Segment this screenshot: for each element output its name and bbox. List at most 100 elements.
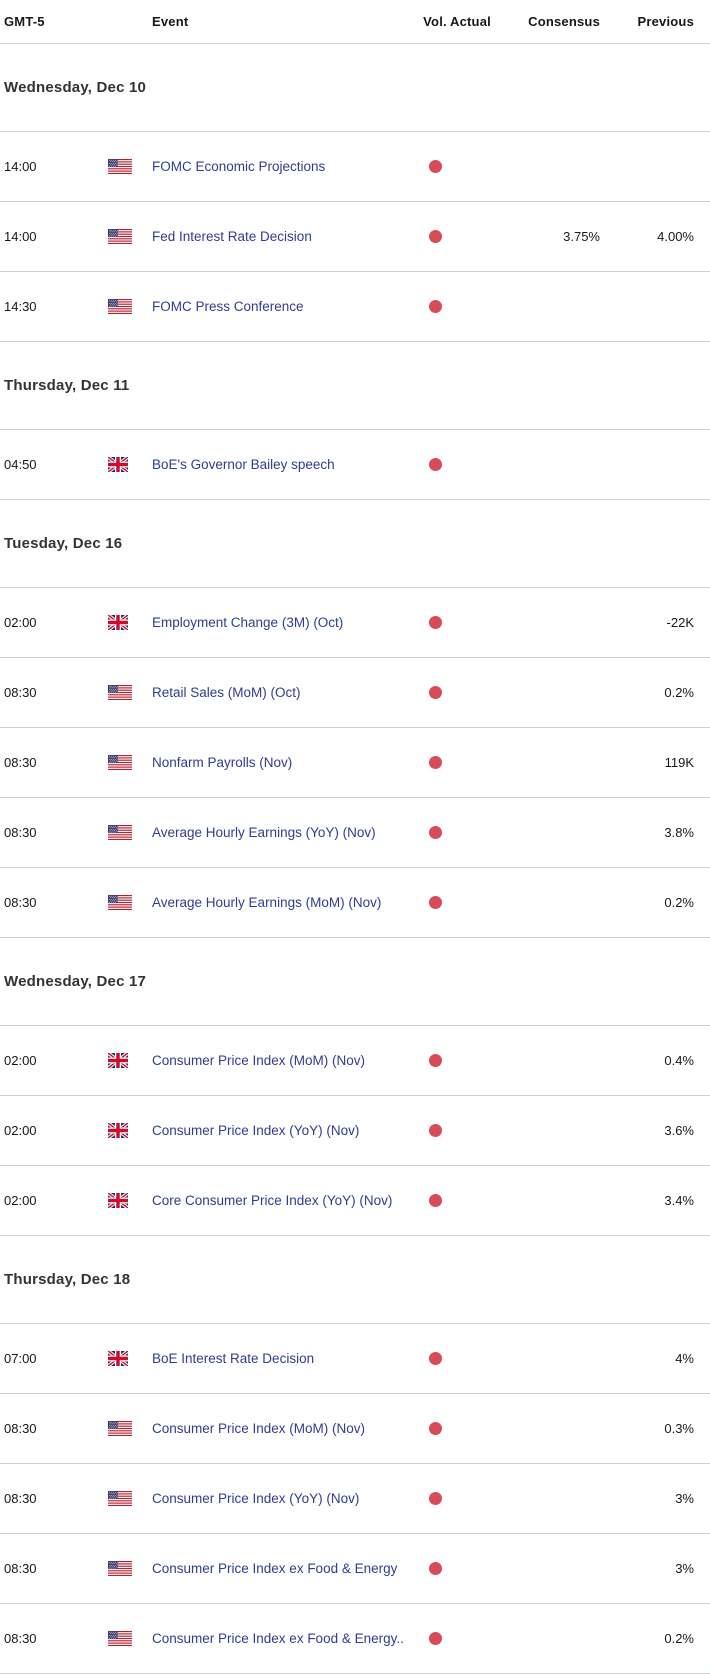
us-flag-icon [108,755,132,770]
event-link[interactable]: Consumer Price Index (YoY) (Nov) [152,1123,360,1138]
event-link[interactable]: Employment Change (3M) (Oct) [152,615,344,630]
event-link[interactable]: FOMC Press Conference [152,299,304,314]
event-cell: Consumer Price Index (MoM) (Nov) [152,1421,420,1436]
previous-value: 3.6% [664,1123,694,1138]
event-link[interactable]: BoE Interest Rate Decision [152,1351,315,1366]
day-header-label: Tuesday, Dec 16 [4,535,123,552]
event-link[interactable]: Average Hourly Earnings (MoM) (Nov) [152,895,382,910]
event-row[interactable]: 07:00 BoE Interest Rate Decision 4% [0,1324,710,1394]
event-link[interactable]: Core Consumer Price Index (YoY) (Nov) [152,1193,393,1208]
column-header-previous: Previous [637,14,694,29]
event-row[interactable]: 14:30 FOMC Press Conference [0,272,710,342]
high-volatility-icon [428,458,442,471]
consensus-value: 3.75% [563,229,600,244]
event-row[interactable]: 08:30 Retail Sales (MoM) (Oct) 0.2% [0,658,710,728]
event-link[interactable]: Consumer Price Index ex Food & Energy.. [152,1631,404,1646]
calendar-body: Wednesday, Dec 10 14:00 FOMC Economic Pr… [0,44,710,1674]
gb-flag-icon [108,457,128,472]
flag-cell [108,685,152,700]
event-row[interactable]: 04:50 BoE's Governor Bailey speech [0,430,710,500]
high-volatility-icon [428,1352,442,1365]
us-flag-icon [108,1561,132,1576]
event-link[interactable]: Consumer Price Index (YoY) (Nov) [152,1491,360,1506]
event-row[interactable]: 08:30 Consumer Price Index ex Food & Ene… [0,1604,710,1674]
high-volatility-icon [428,756,442,769]
event-time: 08:30 [4,685,37,700]
day-header-label: Wednesday, Dec 10 [4,79,147,96]
vol-cell [420,160,450,173]
high-volatility-icon [428,1124,442,1137]
day-header: Thursday, Dec 11 [0,342,710,430]
event-link[interactable]: Consumer Price Index (MoM) (Nov) [152,1421,366,1436]
vol-cell [420,1422,450,1435]
event-link[interactable]: Consumer Price Index ex Food & Energy [152,1561,398,1576]
day-header: Wednesday, Dec 17 [0,938,710,1026]
event-time: 08:30 [4,825,37,840]
previous-value: 0.2% [664,895,694,910]
event-link[interactable]: Nonfarm Payrolls (Nov) [152,755,293,770]
column-header-actual: Actual [450,14,491,29]
high-volatility-icon [428,1054,442,1067]
event-row[interactable]: 14:00 Fed Interest Rate Decision 3.75% 4… [0,202,710,272]
us-flag-icon [108,1491,132,1506]
event-time: 02:00 [4,615,37,630]
day-section: Wednesday, Dec 10 14:00 FOMC Economic Pr… [0,44,710,342]
event-row[interactable]: 08:30 Nonfarm Payrolls (Nov) 119K [0,728,710,798]
flag-cell [108,1351,152,1366]
vol-cell [420,1194,450,1207]
event-cell: Average Hourly Earnings (YoY) (Nov) [152,825,420,840]
event-row[interactable]: 14:00 FOMC Economic Projections [0,132,710,202]
high-volatility-icon [428,896,442,909]
event-cell: Average Hourly Earnings (MoM) (Nov) [152,895,420,910]
event-link[interactable]: Retail Sales (MoM) (Oct) [152,685,301,700]
event-time: 08:30 [4,1561,37,1576]
event-row[interactable]: 08:30 Consumer Price Index (MoM) (Nov) 0… [0,1394,710,1464]
event-time: 08:30 [4,895,37,910]
us-flag-icon [108,229,132,244]
day-section: Thursday, Dec 18 07:00 BoE Interest Rate… [0,1236,710,1674]
event-row[interactable]: 02:00 Consumer Price Index (YoY) (Nov) 3… [0,1096,710,1166]
previous-value: 0.4% [664,1053,694,1068]
event-row[interactable]: 08:30 Consumer Price Index (YoY) (Nov) 3… [0,1464,710,1534]
high-volatility-icon [428,1194,442,1207]
high-volatility-icon [428,230,442,243]
column-header-row: GMT-5 Event Vol. Actual Consensus Previo… [0,0,710,44]
flag-cell [108,895,152,910]
event-time: 02:00 [4,1193,37,1208]
vol-cell [420,300,450,313]
high-volatility-icon [428,826,442,839]
vol-cell [420,616,450,629]
event-cell: Fed Interest Rate Decision [152,229,420,244]
vol-cell [420,826,450,839]
column-header-event: Event [152,14,189,29]
high-volatility-icon [428,300,442,313]
event-link[interactable]: BoE's Governor Bailey speech [152,457,335,472]
us-flag-icon [108,1421,132,1436]
event-row[interactable]: 08:30 Average Hourly Earnings (MoM) (Nov… [0,868,710,938]
event-row[interactable]: 02:00 Core Consumer Price Index (YoY) (N… [0,1166,710,1236]
previous-value: 3% [675,1491,694,1506]
vol-cell [420,230,450,243]
day-section: Wednesday, Dec 17 02:00 Consumer Price I… [0,938,710,1236]
event-row[interactable]: 08:30 Average Hourly Earnings (YoY) (Nov… [0,798,710,868]
event-time: 02:00 [4,1123,37,1138]
gb-flag-icon [108,615,128,630]
event-row[interactable]: 02:00 Employment Change (3M) (Oct) -22K [0,588,710,658]
day-header: Wednesday, Dec 10 [0,44,710,132]
day-section: Tuesday, Dec 16 02:00 Employment Change … [0,500,710,938]
previous-value: 4% [675,1351,694,1366]
event-link[interactable]: Fed Interest Rate Decision [152,229,312,244]
event-cell: FOMC Economic Projections [152,159,420,174]
day-header-label: Thursday, Dec 11 [4,377,130,394]
column-header-vol: Vol. [423,14,447,29]
event-row[interactable]: 02:00 Consumer Price Index (MoM) (Nov) 0… [0,1026,710,1096]
event-link[interactable]: FOMC Economic Projections [152,159,326,174]
previous-value: 3.8% [664,825,694,840]
previous-value: 0.2% [664,1631,694,1646]
event-row[interactable]: 08:30 Consumer Price Index ex Food & Ene… [0,1534,710,1604]
high-volatility-icon [428,686,442,699]
event-cell: Retail Sales (MoM) (Oct) [152,685,420,700]
event-link[interactable]: Consumer Price Index (MoM) (Nov) [152,1053,366,1068]
event-link[interactable]: Average Hourly Earnings (YoY) (Nov) [152,825,376,840]
previous-value: -22K [666,615,694,630]
